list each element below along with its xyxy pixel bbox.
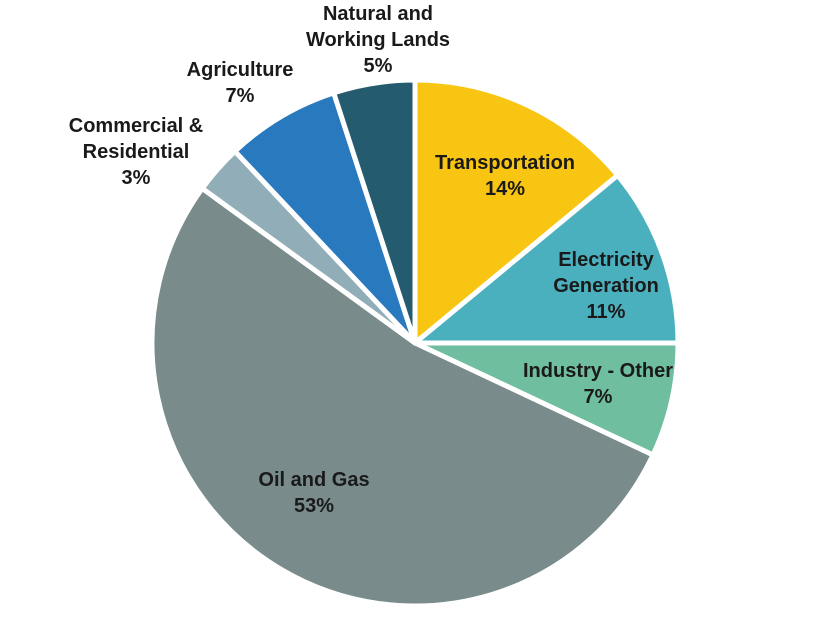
- pie-slice-electricity-generation: [412, 172, 681, 346]
- pie-slice-oil-and-gas: [149, 185, 656, 609]
- pie-slice-transportation: [412, 77, 621, 346]
- pie-slice-natural-and-working-lands: [331, 77, 418, 346]
